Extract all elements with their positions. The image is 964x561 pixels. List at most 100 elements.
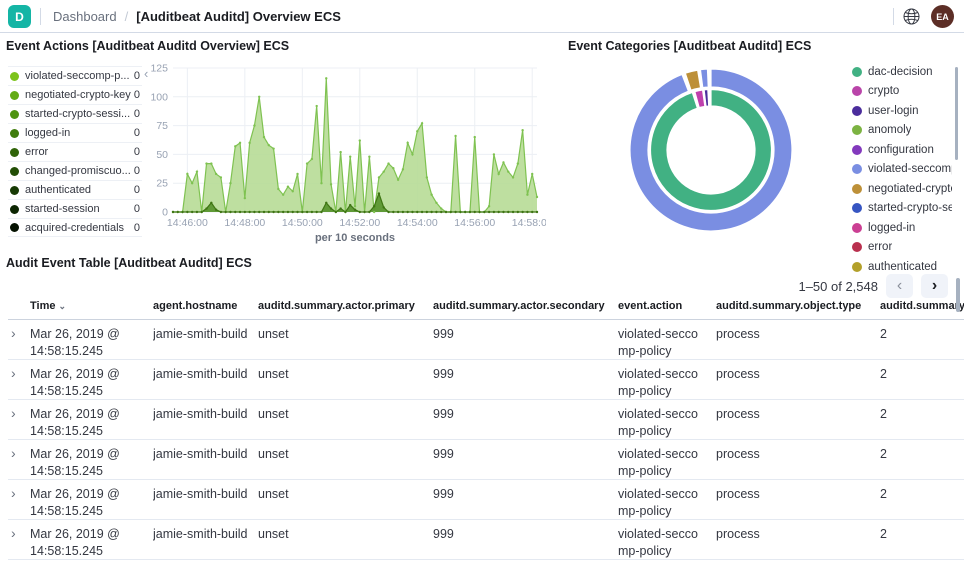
legend-item-label: user-login xyxy=(868,104,919,117)
legend-color-dot xyxy=(10,166,19,176)
column-header-Time[interactable]: Time ⌄ xyxy=(30,300,153,312)
legend-item[interactable]: started-session 0 xyxy=(8,199,142,218)
svg-text:14:48:00: 14:48:00 xyxy=(224,217,265,229)
column-header-auditd-summary: auditd.summary xyxy=(880,300,964,312)
svg-text:per 10 seconds: per 10 seconds xyxy=(315,232,395,244)
cell-actor-secondary: 999 xyxy=(433,487,454,501)
event-categories-donut-chart[interactable] xyxy=(626,65,796,235)
table-scrollbar[interactable] xyxy=(956,278,960,312)
legend-color-dot xyxy=(10,147,19,157)
cell-time: Mar 26, 2019 @ 14:58:15.245 xyxy=(30,367,120,398)
legend-item[interactable]: user-login xyxy=(852,101,952,121)
breadcrumb-separator: / xyxy=(124,9,129,24)
pagination-prev-button[interactable]: ‹ xyxy=(886,274,913,298)
cell-object-type: process xyxy=(716,487,760,501)
legend-item[interactable]: negotiated-crypto... xyxy=(852,179,952,199)
column-header-label: auditd.summary xyxy=(880,300,964,312)
legend-item-label: acquired-credentials xyxy=(25,221,125,234)
svg-text:75: 75 xyxy=(156,120,168,132)
legend-item[interactable]: error xyxy=(852,238,952,258)
cell-summary: 2 xyxy=(880,487,887,501)
legend-item[interactable]: authenticated xyxy=(852,257,952,277)
legend-item[interactable]: changed-promiscuo... 0 xyxy=(8,161,142,180)
legend-color-dot xyxy=(10,128,19,138)
legend-item[interactable]: authenticated 0 xyxy=(8,180,142,199)
cell-agent-hostname: jamie-smith-build xyxy=(153,367,248,381)
svg-text:14:50:00: 14:50:00 xyxy=(282,217,323,229)
cell-actor-primary: unset xyxy=(258,367,289,381)
legend-item-label: error xyxy=(868,241,893,254)
legend-item[interactable]: error 0 xyxy=(8,142,142,161)
legend-item[interactable]: logged-in 0 xyxy=(8,123,142,142)
row-expand-chevron-icon[interactable]: › xyxy=(11,485,16,501)
legend-color-dot xyxy=(852,105,862,116)
legend-item-label: logged-in xyxy=(868,221,916,234)
row-expand-chevron-icon[interactable]: › xyxy=(11,365,16,381)
table-row: › Mar 26, 2019 @ 14:58:15.245 jamie-smith-… xyxy=(8,320,964,360)
legend-item[interactable]: logged-in xyxy=(852,218,952,238)
legend-item-value: 0 xyxy=(133,70,140,82)
column-header-agent-hostname: agent.hostname xyxy=(153,300,258,312)
cell-event-action: violated-seccomp-policy xyxy=(618,487,698,518)
event-categories-panel-title: Event Categories [Auditbeat Auditd] ECS xyxy=(568,39,812,53)
svg-text:14:46:00: 14:46:00 xyxy=(167,217,208,229)
legend-item-value: 0 xyxy=(133,89,140,101)
cell-actor-primary: unset xyxy=(258,527,289,541)
legend-item[interactable]: started-crypto-se... xyxy=(852,199,952,219)
cell-time: Mar 26, 2019 @ 14:58:15.245 xyxy=(30,407,120,438)
legend-item-label: violated-seccomp-p... xyxy=(25,70,130,82)
cell-object-type: process xyxy=(716,367,760,381)
legend-color-dot xyxy=(852,222,862,233)
legend-collapse-icon[interactable]: ‹ xyxy=(144,66,149,81)
column-header-event-action: event.action xyxy=(618,300,716,312)
row-expand-chevron-icon[interactable]: › xyxy=(11,445,16,461)
legend-item-label: anomoly xyxy=(868,124,912,137)
cell-time: Mar 26, 2019 @ 14:58:15.245 xyxy=(30,447,120,478)
event-actions-area-chart[interactable]: 0 25 50 75 100 125 14:46:00 14:48:00 14:50:00 14:… xyxy=(146,56,546,252)
row-expand-chevron-icon[interactable]: › xyxy=(11,325,16,341)
legend-scrollbar[interactable] xyxy=(955,67,958,160)
legend-item[interactable]: negotiated-crypto-key 0 xyxy=(8,85,142,104)
legend-color-dot xyxy=(10,71,19,81)
cell-actor-secondary: 999 xyxy=(433,447,454,461)
row-expand-chevron-icon[interactable]: › xyxy=(11,405,16,421)
legend-item[interactable]: anomoly xyxy=(852,121,952,141)
legend-item[interactable]: violated-seccomp... xyxy=(852,160,952,180)
help-globe-icon[interactable] xyxy=(903,8,920,25)
legend-item[interactable]: acquired-credentials 0 xyxy=(8,218,142,237)
table-row: › Mar 26, 2019 @ 14:58:15.245 jamie-smith-… xyxy=(8,400,964,440)
cell-actor-secondary: 999 xyxy=(433,327,454,341)
legend-item-label: authenticated xyxy=(868,260,938,273)
cell-actor-secondary: 999 xyxy=(433,407,454,421)
column-header-label: Time xyxy=(30,300,56,312)
column-header-auditd-summary-actor-secondary: auditd.summary.actor.secondary xyxy=(433,300,618,312)
legend-item[interactable]: configuration xyxy=(852,140,952,160)
cell-agent-hostname: jamie-smith-build xyxy=(153,447,248,461)
legend-item[interactable]: started-crypto-sessi... 0 xyxy=(8,104,142,123)
legend-item[interactable]: crypto xyxy=(852,82,952,102)
cell-agent-hostname: jamie-smith-build xyxy=(153,327,248,341)
cell-time: Mar 26, 2019 @ 14:58:15.245 xyxy=(30,327,120,358)
row-expand-chevron-icon[interactable]: › xyxy=(11,525,16,541)
pagination-range-label: 1–50 of 2,548 xyxy=(798,278,878,294)
breadcrumb-dashboard-link[interactable]: Dashboard xyxy=(53,9,117,24)
deployment-logo[interactable]: D xyxy=(8,5,31,28)
svg-text:14:52:00: 14:52:00 xyxy=(339,217,380,229)
pagination-next-button[interactable]: › xyxy=(921,274,948,298)
legend-item-label: logged-in xyxy=(25,127,71,139)
column-header-label: auditd.summary.actor.primary xyxy=(258,300,415,312)
legend-color-dot xyxy=(10,223,19,232)
svg-text:14:54:00: 14:54:00 xyxy=(397,217,438,229)
legend-item[interactable]: violated-seccomp-p... 0 xyxy=(8,66,142,85)
cell-event-action: violated-seccomp-policy xyxy=(618,527,698,558)
legend-item-label: negotiated-crypto-key xyxy=(25,89,131,101)
user-avatar[interactable]: EA xyxy=(931,5,954,28)
cell-event-action: violated-seccomp-policy xyxy=(618,447,698,478)
legend-item-value: 0 xyxy=(133,108,140,120)
sort-descending-icon[interactable]: ⌄ xyxy=(58,301,67,311)
column-header-auditd-summary-actor-primary: auditd.summary.actor.primary xyxy=(258,300,433,312)
event-categories-legend: dac-decision crypto user-login anomoly confi… xyxy=(852,62,952,277)
breadcrumb: Dashboard / [Auditbeat Auditd] Overview … xyxy=(53,0,341,33)
legend-item[interactable]: dac-decision xyxy=(852,62,952,82)
table-row: › Mar 26, 2019 @ 14:58:15.245 jamie-smith-… xyxy=(8,440,964,480)
